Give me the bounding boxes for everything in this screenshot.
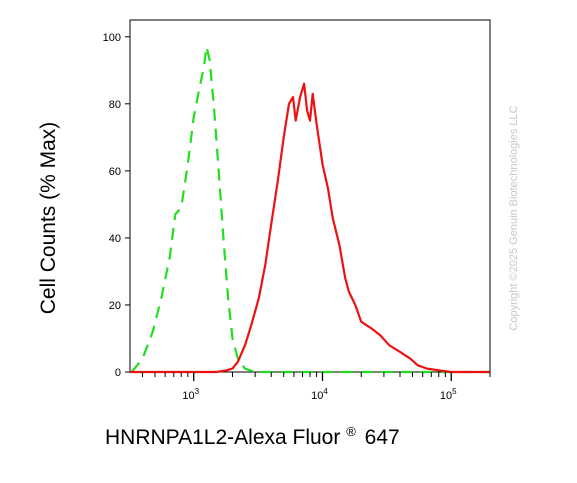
- series-layer: [130, 45, 490, 374]
- x-tick-label-10000: 104: [311, 387, 328, 402]
- y-tick-label-80: 80: [109, 99, 121, 111]
- x-axis-label: HNRNPA1L2-Alexa Fluor ® 647: [105, 418, 400, 449]
- series-line-control-dashed: [130, 45, 490, 374]
- y-tick-label-0: 0: [115, 367, 121, 379]
- x-axis-label-main: HNRNPA1L2-Alexa Fluor: [105, 426, 340, 449]
- y-tick-label-40: 40: [109, 233, 121, 245]
- x-tick-label-exponent: 4: [323, 387, 328, 396]
- y-tick-label-60: 60: [109, 166, 121, 178]
- x-tick-label-exponent: 3: [195, 387, 200, 396]
- y-tick-label-20: 20: [109, 300, 121, 312]
- y-axis: 0 20 40 60 80 100: [103, 32, 130, 379]
- x-tick-label-base: 10: [440, 390, 452, 402]
- x-axis: 103 104 105: [141, 372, 491, 402]
- y-axis-label: Cell Counts (% Max): [37, 122, 60, 315]
- copyright-watermark: Copyright ©2025 Genuin Biotechnologies L…: [508, 105, 520, 330]
- series-line-sample-solid: [130, 82, 490, 374]
- x-tick-label-base: 10: [311, 390, 323, 402]
- x-tick-label-base: 10: [182, 390, 194, 402]
- y-tick-label-100: 100: [103, 32, 121, 44]
- x-tick-label-1000: 103: [182, 387, 199, 402]
- x-tick-label-exponent: 5: [452, 387, 457, 396]
- plot-area: [129, 19, 491, 374]
- x-tick-label-100000: 105: [440, 387, 457, 402]
- x-axis-label-suffix: 647: [365, 426, 400, 449]
- x-axis-label-registered: ®: [346, 424, 356, 439]
